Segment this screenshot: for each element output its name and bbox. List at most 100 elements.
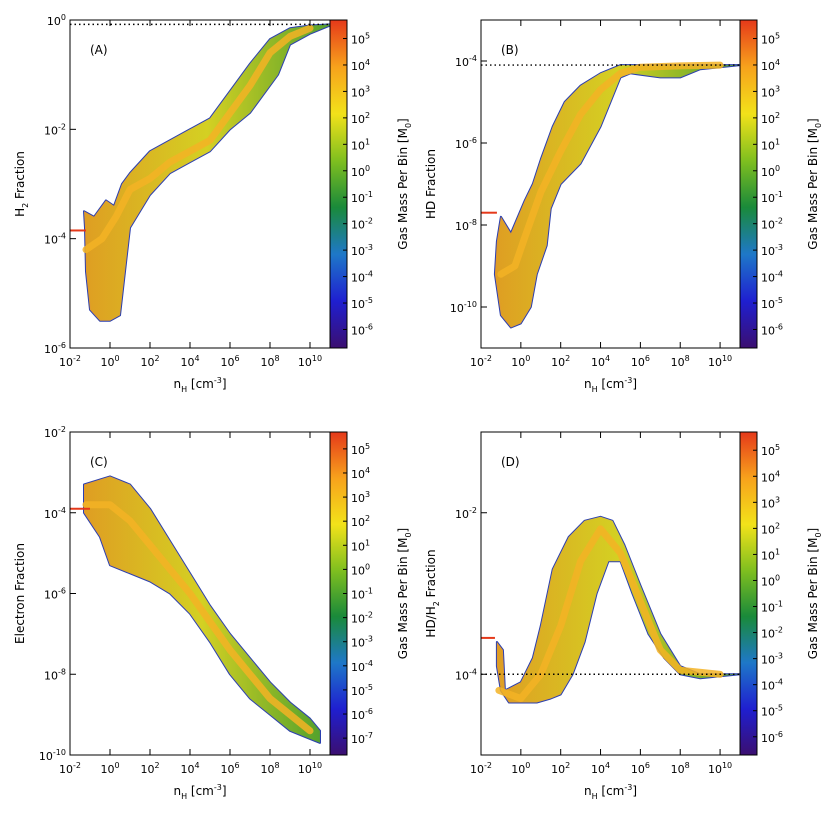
density-ridge bbox=[82, 501, 314, 735]
axes-frame bbox=[480, 431, 741, 756]
colorbar-tick-label: 101 bbox=[761, 137, 780, 152]
colorbar-tick-label: 104 bbox=[351, 58, 370, 73]
x-tick-label: 100 bbox=[100, 761, 119, 776]
colorbar-tick-label: 10-5 bbox=[351, 683, 373, 698]
colorbar-tick-label: 101 bbox=[351, 137, 370, 152]
plot-area bbox=[481, 61, 740, 329]
x-tick-label: 10-2 bbox=[59, 761, 81, 776]
colorbar-tick-label: 10-6 bbox=[351, 707, 373, 722]
x-tick-label: 1010 bbox=[708, 761, 732, 776]
density-core bbox=[84, 24, 330, 321]
colorbar-tick-label: 10-5 bbox=[761, 704, 783, 719]
colorbar-label: Gas Mass Per Bin [M0] bbox=[396, 118, 413, 250]
plot-area bbox=[481, 515, 740, 704]
colorbar-tick-label: 103 bbox=[351, 490, 370, 505]
colorbar-tick-label: 103 bbox=[351, 84, 370, 99]
density-ridge bbox=[497, 61, 724, 278]
colorbar-tick-label: 10-4 bbox=[761, 678, 783, 693]
y-tick-label: 10-2 bbox=[455, 506, 477, 521]
colorbar-tick-label: 10-2 bbox=[761, 626, 783, 641]
x-axis-label: nH [cm-3] bbox=[584, 376, 637, 394]
colorbar-tick-label: 100 bbox=[761, 573, 780, 588]
x-tick-label: 100 bbox=[100, 354, 119, 369]
y-tick-label: 10-2 bbox=[44, 425, 66, 440]
colorbar-tick-label: 10-7 bbox=[351, 731, 373, 746]
x-tick-label: 106 bbox=[220, 354, 239, 369]
y-tick-label: 10-8 bbox=[44, 667, 66, 682]
x-axis-label: nH [cm-3] bbox=[584, 783, 637, 801]
panel-label: (D) bbox=[501, 455, 520, 469]
x-tick-label: 10-2 bbox=[59, 354, 81, 369]
colorbar-tick-label: 103 bbox=[761, 495, 780, 510]
y-tick-label: 100 bbox=[47, 13, 66, 28]
colorbar-tick-label: 10-6 bbox=[761, 322, 783, 337]
colorbar-tick-label: 10-4 bbox=[351, 659, 373, 674]
colorbar-label: Gas Mass Per Bin [M0] bbox=[806, 118, 823, 250]
x-tick-label: 104 bbox=[591, 761, 610, 776]
x-tick-label: 106 bbox=[631, 761, 650, 776]
colorbar-tick-label: 10-1 bbox=[761, 600, 783, 615]
x-tick-label: 106 bbox=[220, 761, 239, 776]
colorbar-tick-label: 103 bbox=[761, 84, 780, 99]
plot-area bbox=[70, 475, 321, 744]
panel-b: 10-2 100 102 104 106 108 1010 10-10 10-8 10-6 10-4… bbox=[424, 19, 823, 394]
colorbar-tick-label: 10-3 bbox=[761, 652, 783, 667]
colorbar-tick-label: 105 bbox=[761, 443, 780, 458]
x-axis-label: nH [cm-3] bbox=[173, 783, 226, 801]
y-axis-label: HD Fraction bbox=[424, 149, 438, 219]
y-axis-label: Electron Fraction bbox=[13, 543, 27, 644]
colorbar-tick-label: 10-1 bbox=[761, 190, 783, 205]
density-core bbox=[494, 65, 740, 328]
x-tick-label: 108 bbox=[671, 761, 690, 776]
y-tick-label: 10-2 bbox=[44, 122, 66, 137]
x-tick-label: 1010 bbox=[298, 354, 322, 369]
x-tick-label: 102 bbox=[551, 354, 570, 369]
colorbar-label: Gas Mass Per Bin [M0] bbox=[396, 528, 413, 660]
y-tick-label: 10-4 bbox=[455, 54, 477, 69]
density-ridge bbox=[82, 24, 314, 254]
plot-area bbox=[70, 23, 330, 322]
y-tick-label: 10-10 bbox=[450, 300, 477, 315]
colorbar-tick-label: 10-3 bbox=[351, 243, 373, 258]
x-tick-label: 1010 bbox=[708, 354, 732, 369]
colorbar-tick-label: 10-3 bbox=[761, 243, 783, 258]
colorbar-tick-label: 100 bbox=[351, 562, 370, 577]
colorbar-tick-label: 102 bbox=[351, 514, 370, 529]
colorbar-tick-label: 10-3 bbox=[351, 635, 373, 650]
colorbar-label: Gas Mass Per Bin [M0] bbox=[806, 528, 823, 660]
colorbar-tick-label: 100 bbox=[351, 164, 370, 179]
colorbar-tick-label: 10-4 bbox=[351, 270, 373, 285]
y-tick-label: 10-6 bbox=[455, 136, 477, 151]
x-tick-label: 102 bbox=[140, 354, 159, 369]
colorbar-tick-label: 10-2 bbox=[351, 217, 373, 232]
x-tick-label: 1010 bbox=[298, 761, 322, 776]
colorbar-tick-label: 105 bbox=[761, 32, 780, 47]
colorbar-tick-label: 100 bbox=[761, 164, 780, 179]
y-tick-label: 10-6 bbox=[44, 587, 66, 602]
colorbar bbox=[739, 19, 758, 349]
colorbar-tick-label: 10-1 bbox=[351, 190, 373, 205]
x-tick-label: 104 bbox=[180, 354, 199, 369]
colorbar-tick-label: 10-5 bbox=[351, 296, 373, 311]
colorbar-tick-label: 104 bbox=[761, 469, 780, 484]
y-tick-label: 10-4 bbox=[44, 506, 66, 521]
y-tick-label: 10-6 bbox=[44, 341, 66, 356]
colorbar-tick-label: 105 bbox=[351, 442, 370, 457]
x-tick-label: 100 bbox=[511, 354, 530, 369]
colorbar bbox=[739, 431, 758, 756]
colorbar-tick-label: 104 bbox=[351, 466, 370, 481]
colorbar-tick-label: 10-2 bbox=[351, 611, 373, 626]
x-tick-label: 10-2 bbox=[470, 761, 492, 776]
colorbar-tick-label: 10-6 bbox=[761, 730, 783, 745]
colorbar-tick-label: 10-6 bbox=[351, 322, 373, 337]
x-tick-label: 108 bbox=[260, 761, 279, 776]
panel-c: 10-2 100 102 104 106 108 1010 10-10 10-8 10-6 10-4… bbox=[13, 425, 413, 801]
panel-label: (A) bbox=[90, 43, 108, 57]
density-core bbox=[496, 516, 740, 703]
colorbar-tick-label: 10-4 bbox=[761, 270, 783, 285]
x-tick-label: 104 bbox=[591, 354, 610, 369]
x-axis-label: nH [cm-3] bbox=[173, 376, 226, 394]
panel-label: (C) bbox=[90, 455, 108, 469]
y-axis-label: H2 Fraction bbox=[13, 151, 30, 217]
